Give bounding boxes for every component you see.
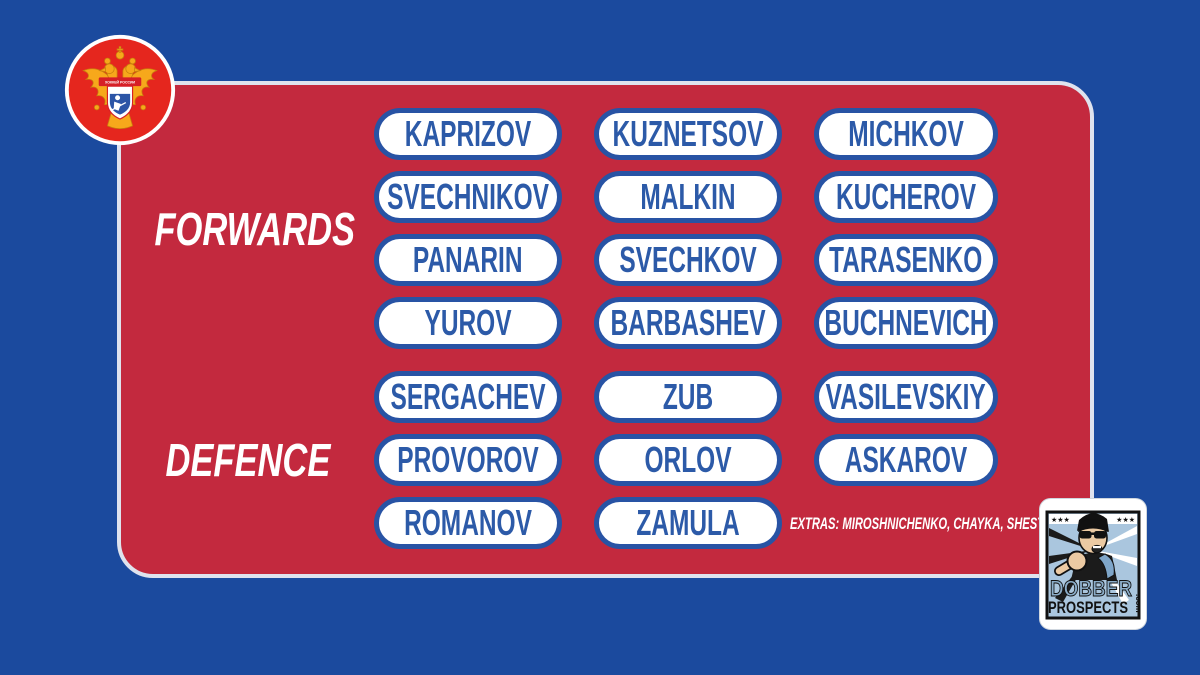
player-pill: ASKAROV [814, 434, 998, 486]
forwards-label: FORWARDS [121, 206, 375, 252]
dotcom-suffix: .com [1134, 594, 1143, 613]
player-pill: ROMANOV [374, 497, 562, 549]
roster-panel: FORWARDS KAPRIZOV KUZNETSOV MICHKOV SVEC… [117, 81, 1094, 578]
dobber-wordmark: DOBBER [1050, 576, 1132, 601]
forwards-group: FORWARDS KAPRIZOV KUZNETSOV MICHKOV SVEC… [121, 108, 1090, 349]
forwards-grid: KAPRIZOV KUZNETSOV MICHKOV SVECHNIKOV MA… [374, 108, 998, 349]
player-pill: MICHKOV [814, 108, 998, 160]
player-pill: PANARIN [374, 234, 562, 286]
crest-banner-text: ХОККЕЙ РОССИИ [105, 81, 135, 85]
player-pill: KUCHEROV [814, 171, 998, 223]
prospects-wordmark: PROSPECTS [1048, 598, 1128, 617]
defence-group: DEFENCE SERGACHEV ZUB VASILEVSKIY PROVOR… [121, 371, 1090, 549]
player-pill: PROVOROV [374, 434, 562, 486]
player-pill: VASILEVSKIY [814, 371, 998, 423]
dobberprospects-logo: ★★★ ★★★ DOBBER PROSPECTS .com [1039, 498, 1147, 630]
player-pill: SERGACHEV [374, 371, 562, 423]
player-pill: SVECHKOV [594, 234, 782, 286]
player-pill: MALKIN [594, 171, 782, 223]
player-pill: BARBASHEV [594, 297, 782, 349]
dobberprospects-icon: ★★★ ★★★ DOBBER PROSPECTS .com [1039, 498, 1147, 630]
russia-hockey-federation-logo: ХОККЕЙ РОССИИ [62, 32, 178, 148]
player-pill: ORLOV [594, 434, 782, 486]
extras-note: EXTRAS: MIROSHNICHENKO, CHAYKA, SHESTERK… [790, 514, 1080, 533]
defence-label: DEFENCE [121, 437, 375, 483]
defence-label-text: DEFENCE [165, 434, 331, 486]
player-pill: ZUB [594, 371, 782, 423]
forwards-label-text: FORWARDS [154, 202, 356, 255]
player-pill: BUCHNEVICH [814, 297, 998, 349]
stars-left: ★★★ [1051, 516, 1070, 524]
player-pill: ZAMULA [594, 497, 782, 549]
defence-grid: SERGACHEV ZUB VASILEVSKIY PROVOROV ORLOV… [374, 371, 998, 549]
player-pill: KAPRIZOV [374, 108, 562, 160]
player-pill: KUZNETSOV [594, 108, 782, 160]
player-pill: SVECHNIKOV [374, 171, 562, 223]
stars-right: ★★★ [1116, 516, 1135, 524]
player-pill: TARASENKO [814, 234, 998, 286]
federation-crest-icon: ХОККЕЙ РОССИИ [64, 34, 176, 146]
player-pill: YUROV [374, 297, 562, 349]
